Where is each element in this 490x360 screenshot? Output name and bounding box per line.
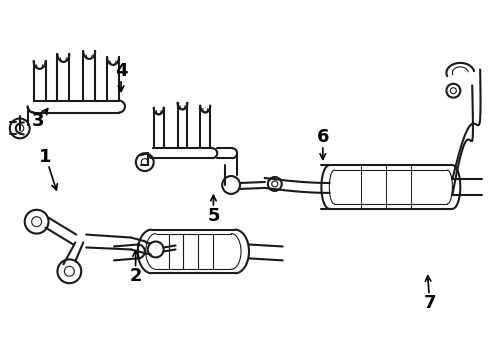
Text: 2: 2 — [129, 267, 142, 285]
Text: 5: 5 — [207, 207, 220, 225]
Text: 4: 4 — [115, 62, 127, 80]
Text: 7: 7 — [423, 294, 436, 312]
Text: 3: 3 — [32, 112, 45, 130]
Text: 1: 1 — [39, 148, 52, 166]
Text: 6: 6 — [317, 128, 329, 146]
